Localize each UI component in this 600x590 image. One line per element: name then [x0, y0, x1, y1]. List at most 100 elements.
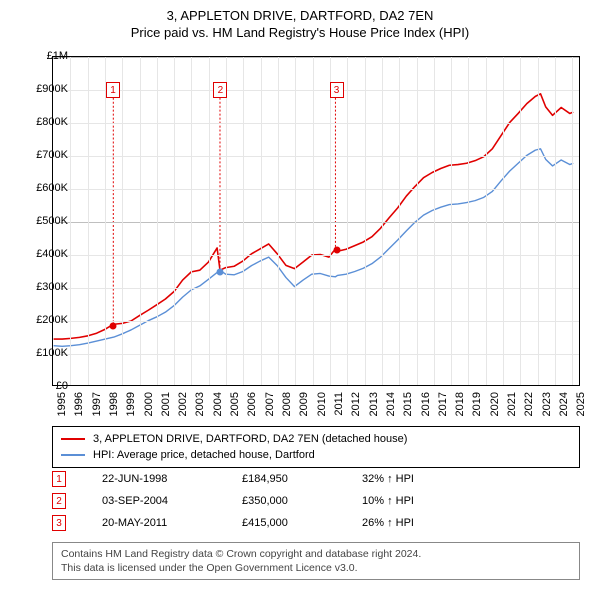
x-axis-label: 2017	[437, 392, 449, 416]
x-axis-label: 2023	[541, 392, 553, 416]
x-axis-label: 2022	[523, 392, 535, 416]
footer-line-1: Contains HM Land Registry data © Crown c…	[61, 547, 571, 561]
x-gridline	[313, 57, 314, 385]
x-gridline	[417, 57, 418, 385]
y-gridline	[53, 123, 579, 124]
y-axis-label: £0	[24, 380, 68, 392]
transactions-table: 122-JUN-1998£184,95032% ↑ HPI203-SEP-200…	[52, 468, 580, 534]
transaction-marker-box: 3	[330, 82, 344, 98]
transaction-row: 3 20-MAY-2011£415,00026% ↑ HPI	[52, 512, 580, 534]
x-axis-label: 2018	[454, 392, 466, 416]
x-gridline	[174, 57, 175, 385]
footer-attribution: Contains HM Land Registry data © Crown c…	[52, 542, 580, 580]
x-gridline	[226, 57, 227, 385]
legend-swatch	[61, 438, 85, 440]
x-axis-label: 2003	[194, 392, 206, 416]
x-gridline	[209, 57, 210, 385]
y-gridline	[53, 57, 579, 58]
x-axis-label: 2004	[212, 392, 224, 416]
x-axis-label: 2001	[160, 392, 172, 416]
x-axis-label: 1998	[108, 392, 120, 416]
transaction-row-marker: 2	[52, 493, 66, 509]
x-gridline	[555, 57, 556, 385]
x-gridline	[261, 57, 262, 385]
x-axis-label: 2016	[420, 392, 432, 416]
x-gridline	[330, 57, 331, 385]
x-axis-label: 2013	[368, 392, 380, 416]
y-gridline	[53, 189, 579, 190]
y-axis-label: £800K	[24, 116, 68, 128]
x-gridline	[105, 57, 106, 385]
y-axis-label: £400K	[24, 248, 68, 260]
transaction-row-marker: 3	[52, 515, 66, 531]
y-axis-label: £300K	[24, 281, 68, 293]
y-axis-label: £500K	[24, 215, 68, 227]
footer-line-2: This data is licensed under the Open Gov…	[61, 561, 571, 575]
x-axis-label: 2012	[350, 392, 362, 416]
x-gridline	[382, 57, 383, 385]
y-axis-label: £1M	[24, 50, 68, 62]
x-gridline	[88, 57, 89, 385]
x-axis-label: 2007	[264, 392, 276, 416]
y-gridline	[53, 156, 579, 157]
transaction-marker-box: 2	[213, 82, 227, 98]
x-gridline	[399, 57, 400, 385]
x-axis-label: 2005	[229, 392, 241, 416]
chart-container: 3, APPLETON DRIVE, DARTFORD, DA2 7EN Pri…	[0, 0, 600, 590]
chart-lines-svg	[53, 57, 579, 385]
y-gridline	[53, 222, 579, 223]
transaction-date: 03-SEP-2004	[102, 495, 242, 507]
x-gridline	[140, 57, 141, 385]
chart-title: 3, APPLETON DRIVE, DARTFORD, DA2 7EN	[0, 8, 600, 23]
x-axis-label: 2010	[316, 392, 328, 416]
x-axis-label: 1997	[91, 392, 103, 416]
transaction-date: 20-MAY-2011	[102, 517, 242, 529]
y-gridline	[53, 288, 579, 289]
y-axis-label: £600K	[24, 182, 68, 194]
x-gridline	[365, 57, 366, 385]
x-gridline	[347, 57, 348, 385]
transaction-price: £415,000	[242, 517, 362, 529]
x-gridline	[468, 57, 469, 385]
x-gridline	[191, 57, 192, 385]
y-axis-label: £200K	[24, 314, 68, 326]
x-axis-label: 2019	[471, 392, 483, 416]
x-axis-label: 2006	[246, 392, 258, 416]
x-gridline	[451, 57, 452, 385]
x-axis-label: 2008	[281, 392, 293, 416]
x-axis-label: 2020	[489, 392, 501, 416]
transaction-marker-dot	[110, 322, 117, 329]
transaction-row: 203-SEP-2004£350,00010% ↑ HPI	[52, 490, 580, 512]
x-axis-label: 2009	[298, 392, 310, 416]
x-gridline	[295, 57, 296, 385]
chart-plot-area: 1 2 3	[52, 56, 580, 386]
x-gridline	[520, 57, 521, 385]
x-axis-label: 2021	[506, 392, 518, 416]
x-axis-label: 2024	[558, 392, 570, 416]
y-axis-label: £100K	[24, 347, 68, 359]
x-axis-label: 2025	[575, 392, 587, 416]
y-gridline	[53, 321, 579, 322]
transaction-marker-dot	[333, 247, 340, 254]
x-gridline	[572, 57, 573, 385]
x-axis-label: 1999	[125, 392, 137, 416]
x-axis-label: 2002	[177, 392, 189, 416]
y-axis-label: £900K	[24, 83, 68, 95]
transaction-price: £350,000	[242, 495, 362, 507]
titles-block: 3, APPLETON DRIVE, DARTFORD, DA2 7EN Pri…	[0, 0, 600, 40]
transaction-marker-box: 1	[106, 82, 120, 98]
x-gridline	[122, 57, 123, 385]
x-gridline	[243, 57, 244, 385]
transaction-row-marker: 1	[52, 471, 66, 487]
legend-row: 3, APPLETON DRIVE, DARTFORD, DA2 7EN (de…	[61, 431, 571, 447]
chart-subtitle: Price paid vs. HM Land Registry's House …	[0, 25, 600, 40]
x-gridline	[278, 57, 279, 385]
legend-label: HPI: Average price, detached house, Dart…	[93, 449, 315, 461]
transaction-delta: 26% ↑ HPI	[362, 517, 502, 529]
legend-label: 3, APPLETON DRIVE, DARTFORD, DA2 7EN (de…	[93, 433, 407, 445]
y-axis-label: £700K	[24, 149, 68, 161]
transaction-date: 22-JUN-1998	[102, 473, 242, 485]
x-gridline	[503, 57, 504, 385]
legend-box: 3, APPLETON DRIVE, DARTFORD, DA2 7EN (de…	[52, 426, 580, 468]
x-axis-label: 1996	[73, 392, 85, 416]
